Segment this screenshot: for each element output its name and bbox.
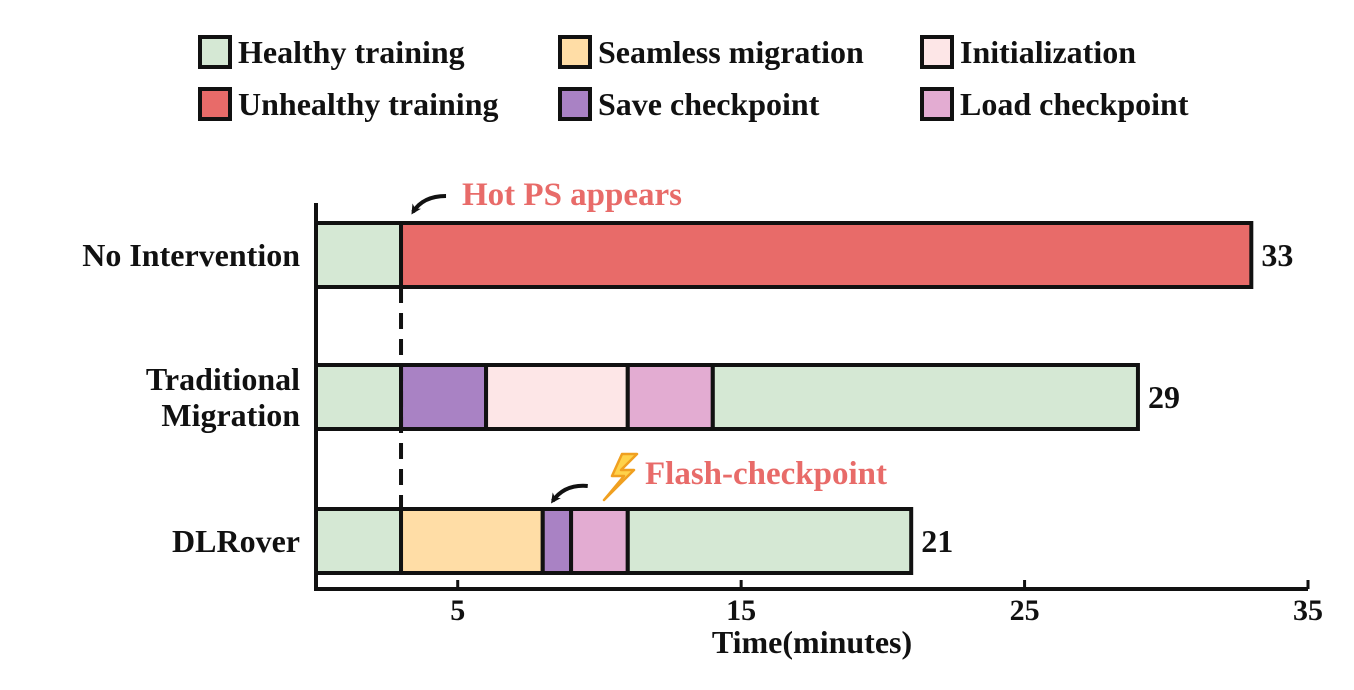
legend-swatch-save	[558, 87, 592, 121]
x-tick-label-5: 5	[450, 594, 465, 627]
bar-segment-1-3-load	[625, 363, 715, 431]
bar-segment-2-2-save	[540, 507, 574, 575]
bar-segment-0-0-healthy	[314, 221, 404, 289]
hot-ps-arrow-icon	[411, 194, 447, 215]
bar-segment-1-4-healthy	[710, 363, 1140, 431]
legend-label-init: Initialization	[960, 34, 1136, 70]
bar-segment-0-1-unhealthy	[399, 221, 1254, 289]
legend-label-migration: Seamless migration	[598, 34, 864, 70]
flash-checkpoint-arrow-icon	[551, 483, 588, 504]
bar-segment-2-3-load	[569, 507, 630, 575]
legend-swatch-migration	[558, 35, 592, 69]
legend-label-healthy: Healthy training	[238, 34, 465, 70]
legend-label-load: Load checkpoint	[960, 86, 1189, 122]
annotation-flash-checkpoint: Flash-checkpoint	[645, 456, 887, 492]
category-label-1-1: Migration	[161, 397, 300, 433]
legend-swatch-init	[920, 35, 954, 69]
category-label-0-0: No Intervention	[82, 237, 300, 273]
legend-swatch-healthy	[198, 35, 232, 69]
legend-label-unhealthy: Unhealthy training	[238, 86, 498, 122]
category-label-1-0: Traditional	[146, 361, 300, 397]
legend-label-save: Save checkpoint	[598, 86, 820, 122]
bar-segment-1-0-healthy	[314, 363, 404, 431]
bar-segment-2-4-healthy	[625, 507, 914, 575]
category-label-2-0: DLRover	[172, 523, 300, 559]
bar-total-label-2: 21	[921, 523, 953, 559]
bar-segment-2-0-healthy	[314, 507, 404, 575]
bar-segment-2-1-migration	[399, 507, 545, 575]
x-tick-label-25: 25	[1010, 594, 1040, 627]
bar-segment-1-1-save	[399, 363, 489, 431]
bar-total-label-0: 33	[1261, 237, 1293, 273]
x-axis-title: Time(minutes)	[712, 624, 912, 660]
legend-swatch-load	[920, 87, 954, 121]
legend-swatch-unhealthy	[198, 87, 232, 121]
x-tick-label-15: 15	[726, 594, 756, 627]
bar-segment-1-2-init	[484, 363, 630, 431]
lightning-icon	[602, 452, 639, 502]
annotation-hot-ps-appears: Hot PS appears	[462, 177, 682, 213]
x-tick-label-35: 35	[1293, 594, 1323, 627]
bar-total-label-1: 29	[1148, 379, 1180, 415]
